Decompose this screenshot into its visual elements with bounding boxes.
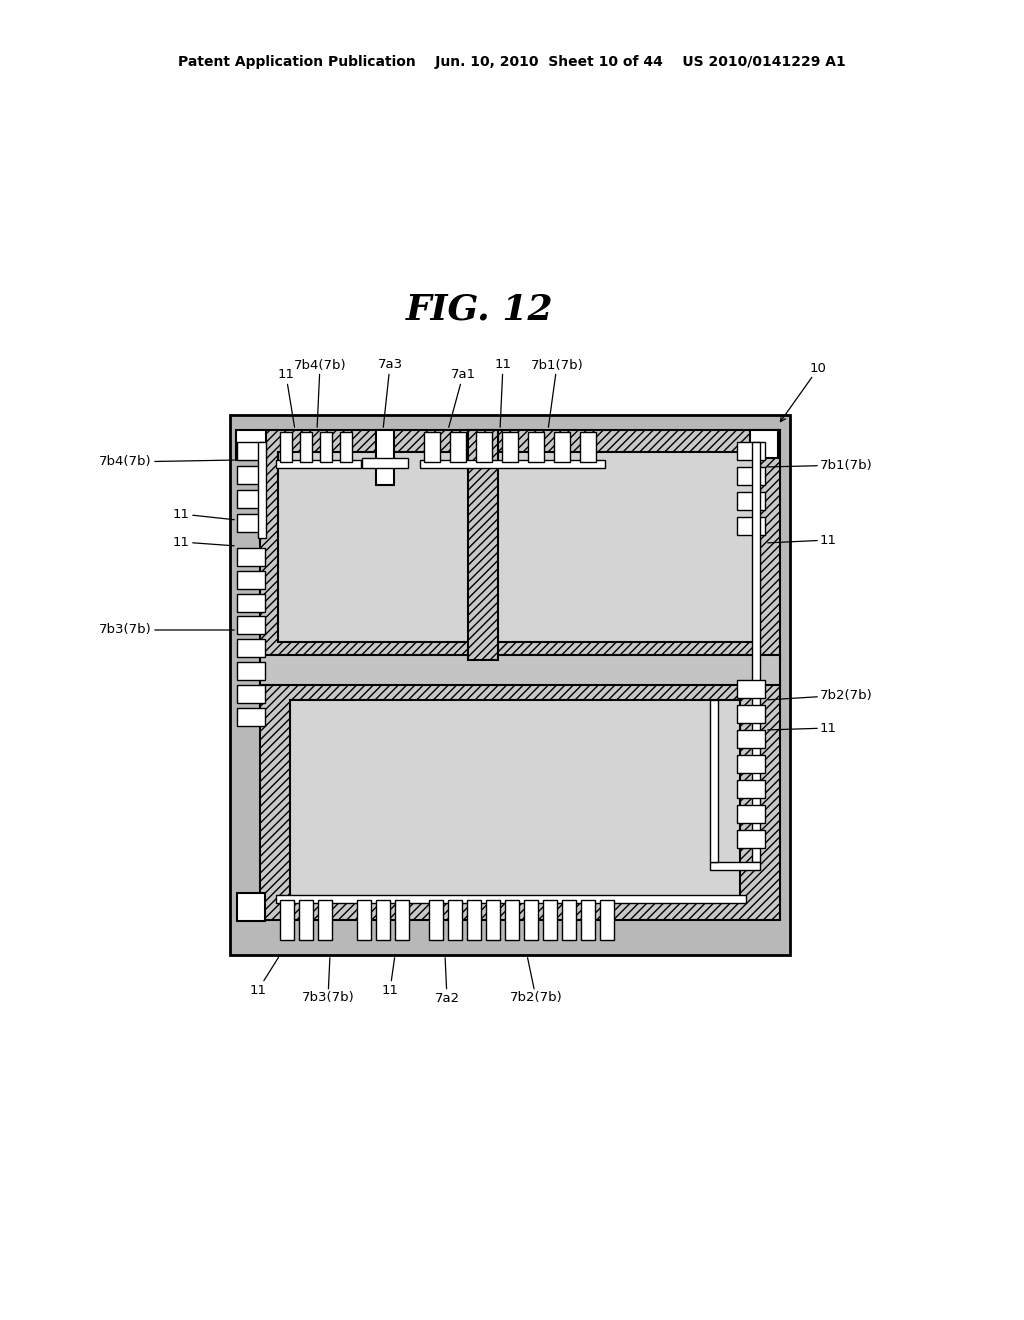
- Bar: [237, 663, 265, 680]
- Text: FIG. 12: FIG. 12: [407, 293, 554, 327]
- Bar: [230, 414, 790, 954]
- Text: 11: 11: [382, 958, 398, 997]
- Text: 11: 11: [250, 957, 279, 997]
- Text: 11: 11: [768, 533, 837, 546]
- Bar: [237, 548, 265, 566]
- Bar: [737, 517, 765, 535]
- Bar: [580, 432, 596, 462]
- Bar: [237, 490, 265, 508]
- Bar: [710, 862, 760, 870]
- Bar: [290, 700, 740, 900]
- Bar: [554, 432, 570, 462]
- Text: 11: 11: [278, 368, 295, 428]
- Bar: [237, 594, 265, 611]
- Bar: [737, 780, 765, 799]
- Text: 11: 11: [173, 536, 234, 549]
- Bar: [737, 730, 765, 748]
- Bar: [260, 680, 780, 920]
- Bar: [280, 900, 294, 940]
- Bar: [237, 442, 265, 459]
- Text: 7a1: 7a1: [449, 368, 475, 428]
- Bar: [237, 616, 265, 635]
- Bar: [237, 466, 265, 484]
- Text: 7b1(7b): 7b1(7b): [768, 458, 872, 471]
- Bar: [581, 900, 595, 940]
- Bar: [276, 459, 361, 469]
- Bar: [260, 655, 780, 685]
- Bar: [237, 894, 265, 921]
- Bar: [340, 432, 352, 462]
- Bar: [737, 467, 765, 484]
- Bar: [543, 900, 557, 940]
- Text: 7b4(7b): 7b4(7b): [294, 359, 346, 428]
- Bar: [562, 900, 575, 940]
- Bar: [524, 900, 538, 940]
- Bar: [424, 432, 440, 462]
- Bar: [467, 900, 481, 940]
- Bar: [752, 442, 760, 862]
- Bar: [737, 755, 765, 774]
- Bar: [737, 492, 765, 510]
- Text: 11: 11: [768, 722, 837, 734]
- Text: 7b2(7b): 7b2(7b): [768, 689, 872, 701]
- Text: 11: 11: [173, 507, 234, 520]
- Text: 11: 11: [495, 359, 512, 428]
- Bar: [376, 430, 394, 484]
- Bar: [486, 900, 500, 940]
- Bar: [319, 432, 332, 462]
- Bar: [737, 442, 765, 459]
- Bar: [737, 705, 765, 723]
- Bar: [528, 432, 544, 462]
- Bar: [300, 432, 312, 462]
- Bar: [376, 900, 390, 940]
- Bar: [476, 432, 492, 462]
- Text: 7b1(7b): 7b1(7b): [530, 359, 584, 428]
- Text: 7b3(7b): 7b3(7b): [302, 958, 354, 1005]
- Bar: [505, 900, 519, 940]
- Text: 7b3(7b): 7b3(7b): [99, 623, 234, 636]
- Bar: [737, 680, 765, 698]
- Bar: [237, 685, 265, 702]
- Text: 7a2: 7a2: [434, 958, 460, 1005]
- Bar: [237, 513, 265, 532]
- Bar: [737, 830, 765, 847]
- Bar: [318, 900, 332, 940]
- Bar: [260, 430, 780, 660]
- Bar: [299, 900, 313, 940]
- Bar: [362, 458, 408, 469]
- Bar: [237, 708, 265, 726]
- Bar: [276, 895, 746, 903]
- Bar: [395, 900, 409, 940]
- Bar: [450, 432, 466, 462]
- Bar: [600, 900, 614, 940]
- Text: 10: 10: [780, 362, 826, 421]
- Bar: [420, 459, 605, 469]
- Bar: [236, 430, 266, 459]
- Bar: [750, 430, 778, 458]
- Bar: [258, 442, 266, 539]
- Bar: [502, 432, 518, 462]
- Bar: [710, 700, 718, 862]
- Bar: [237, 570, 265, 589]
- Text: 7b2(7b): 7b2(7b): [510, 958, 562, 1005]
- Bar: [495, 451, 760, 642]
- Bar: [237, 639, 265, 657]
- Bar: [429, 900, 443, 940]
- Bar: [737, 805, 765, 822]
- Bar: [468, 430, 498, 660]
- Bar: [278, 451, 473, 642]
- Bar: [280, 432, 292, 462]
- Text: 7b4(7b): 7b4(7b): [99, 455, 234, 469]
- Text: Patent Application Publication    Jun. 10, 2010  Sheet 10 of 44    US 2010/01412: Patent Application Publication Jun. 10, …: [178, 55, 846, 69]
- Bar: [357, 900, 371, 940]
- Text: 7a3: 7a3: [378, 359, 402, 428]
- Bar: [449, 900, 462, 940]
